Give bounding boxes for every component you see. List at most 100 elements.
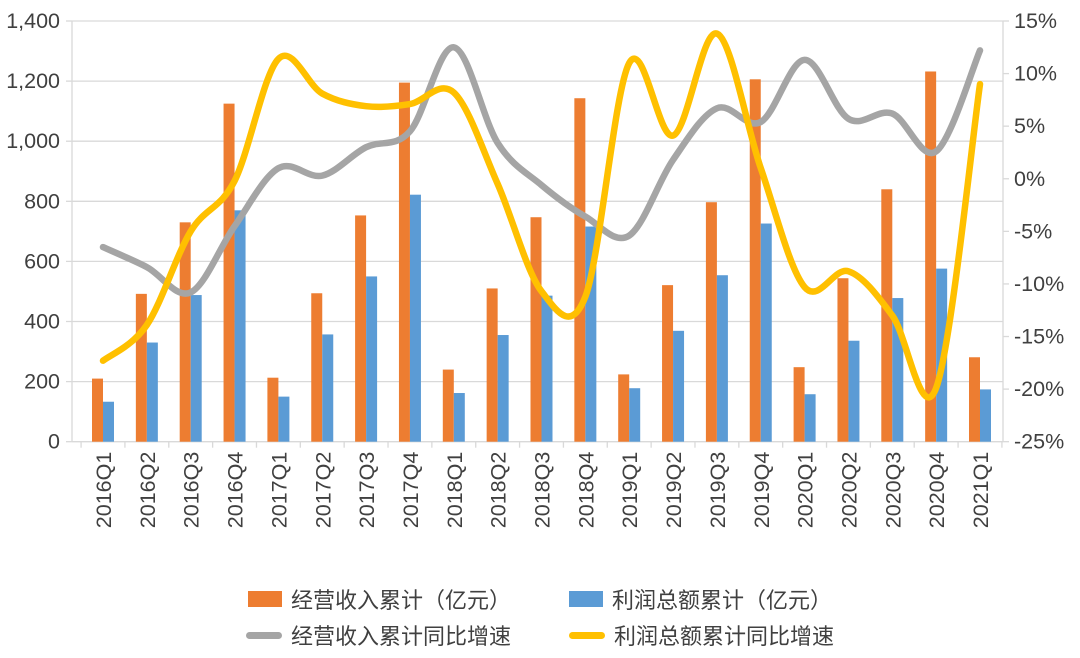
profit-bar-2017Q1 [278, 396, 290, 442]
x-axis-label-2018Q2: 2018Q2 [487, 452, 511, 529]
profit-bar-label: 利润总额累计（亿元） [612, 588, 833, 613]
revenue-bar-2017Q2 [311, 293, 323, 442]
left-axis-label: 400 [24, 310, 60, 334]
x-axis-label-2020Q4: 2020Q4 [925, 452, 949, 529]
right-axis-label: 5% [1014, 114, 1045, 138]
x-axis-label-2019Q3: 2019Q3 [706, 452, 730, 529]
profit-bar-2017Q3 [366, 276, 378, 442]
profit-bar-2019Q1 [629, 388, 641, 442]
profit-bar-2020Q1 [804, 394, 816, 442]
revenue-bars [92, 71, 980, 442]
revenue-bar-2019Q2 [662, 285, 674, 442]
right-axis-label: -15% [1014, 325, 1064, 349]
right-axis-label: -25% [1014, 430, 1064, 454]
legend-item-revenue-bar: 经营收入累计（亿元） [247, 583, 511, 615]
revenue-bar-2020Q4 [925, 71, 937, 442]
revenue-bar-2018Q2 [486, 288, 498, 442]
x-axis-label-2016Q4: 2016Q4 [224, 452, 248, 529]
left-axis-label: 600 [24, 249, 60, 273]
profit-growth-line [99, 30, 984, 401]
legend-row-1: 经营收入累计（亿元） 利润总额累计（亿元） [0, 583, 1080, 615]
profit-bar-2020Q2 [848, 340, 860, 442]
left-axis-label: 1,200 [6, 69, 60, 93]
revenue-bar-swatch [247, 591, 282, 607]
x-axis-label-2016Q2: 2016Q2 [136, 452, 160, 529]
profit-bar-2019Q3 [716, 275, 728, 442]
x-axis-label-2018Q4: 2018Q4 [574, 452, 598, 529]
profit-bar-2017Q2 [322, 334, 334, 442]
x-axis-label-2016Q3: 2016Q3 [180, 452, 204, 529]
revenue-bar-label: 经营收入累计（亿元） [290, 588, 511, 613]
x-axis-label-2020Q1: 2020Q1 [794, 452, 818, 529]
profit-bar-2016Q2 [146, 342, 158, 442]
profit-bar-2018Q4 [585, 226, 597, 442]
profit-bar-2016Q1 [103, 401, 114, 442]
revenue-bar-2017Q4 [398, 82, 410, 442]
revenue-bar-2019Q3 [705, 202, 717, 442]
right-axis-label: -20% [1014, 377, 1064, 401]
x-axis-label-2017Q4: 2017Q4 [399, 452, 423, 529]
profit-bar-2019Q4 [760, 223, 772, 442]
revenue-bar-2016Q1 [92, 378, 103, 442]
x-axis-label-2021Q1: 2021Q1 [969, 452, 993, 529]
profit-bar-2016Q4 [234, 210, 246, 442]
right-axis-label: 15% [1014, 9, 1057, 33]
profit-bar-2018Q3 [541, 295, 553, 442]
profit-bar-2018Q1 [453, 393, 465, 442]
right-axis-label: 10% [1014, 62, 1057, 86]
right-axis-label: 0% [1014, 167, 1045, 191]
profit-growth-swatch [569, 631, 605, 639]
x-axis-label-2018Q3: 2018Q3 [531, 452, 555, 529]
x-axis-label-2019Q1: 2019Q1 [618, 452, 642, 529]
profit-bar-2019Q2 [673, 330, 685, 442]
profit-bars [103, 194, 991, 442]
right-axis-label: -5% [1014, 219, 1052, 243]
profit-bar-2021Q1 [980, 389, 991, 442]
left-axis-label: 1,000 [6, 129, 60, 153]
revenue-bar-2020Q3 [881, 189, 893, 442]
x-axis-label-2018Q1: 2018Q1 [443, 452, 467, 529]
left-axis-label: 0 [48, 430, 60, 454]
revenue-bar-2016Q3 [179, 222, 191, 442]
x-axis-label-2017Q2: 2017Q2 [311, 452, 335, 529]
x-axis-label-2017Q1: 2017Q1 [267, 452, 291, 529]
x-axis-label-2016Q1: 2016Q1 [92, 452, 116, 529]
x-axis-label-2020Q2: 2020Q2 [837, 452, 861, 529]
left-axis-label: 1,400 [6, 9, 60, 33]
revenue-bar-2018Q1 [442, 369, 454, 442]
revenue-bar-2021Q1 [969, 357, 980, 442]
x-axis-label-2020Q3: 2020Q3 [881, 452, 905, 529]
left-axis-label: 800 [24, 189, 60, 213]
revenue-growth-line [99, 44, 984, 297]
combo-chart: 0 200 400 600 800 1,000 1,200 1,400 -25% -20% -15%… [6, 9, 1064, 528]
profit-bar-swatch [569, 591, 603, 607]
revenue-bar-2016Q4 [223, 103, 235, 442]
x-axis-label-2019Q4: 2019Q4 [750, 452, 774, 529]
x-axis-label-2017Q3: 2017Q3 [355, 452, 379, 529]
revenue-bar-2018Q4 [574, 98, 586, 442]
right-axis-label: -10% [1014, 272, 1064, 296]
revenue-bar-2018Q3 [530, 217, 542, 442]
x-axis-label-2019Q2: 2019Q2 [662, 452, 686, 529]
legend-item-profit-bar: 利润总额累计（亿元） [569, 583, 832, 615]
revenue-bar-2020Q1 [793, 367, 805, 442]
profit-bar-2018Q2 [497, 335, 509, 442]
legend-item-profit-growth: 利润总额累计同比增速 [569, 619, 834, 651]
profit-bar-2016Q3 [190, 295, 202, 442]
profit-bar-2017Q4 [409, 194, 421, 442]
profit-bar-2020Q3 [892, 298, 904, 442]
profit-growth-label: 利润总额累计同比增速 [614, 624, 835, 649]
revenue-bar-2019Q4 [749, 79, 761, 442]
left-axis-label: 200 [24, 370, 60, 394]
legend-item-revenue-growth: 经营收入累计同比增速 [245, 619, 511, 651]
revenue-bar-2017Q3 [355, 215, 367, 442]
revenue-bar-2020Q2 [837, 278, 849, 442]
revenue-bar-2019Q1 [618, 374, 630, 442]
revenue-bar-2017Q1 [267, 377, 279, 442]
axis-labels: 0 200 400 600 800 1,000 1,200 1,400 -25% -20% -15%… [6, 9, 1064, 528]
revenue-growth-label: 经营收入累计同比增速 [290, 624, 511, 649]
legend-row-2: 经营收入累计同比增速 利润总额累计同比增速 [0, 619, 1080, 651]
revenue-growth-swatch [245, 631, 282, 639]
revenue-bar-2016Q2 [135, 293, 147, 442]
